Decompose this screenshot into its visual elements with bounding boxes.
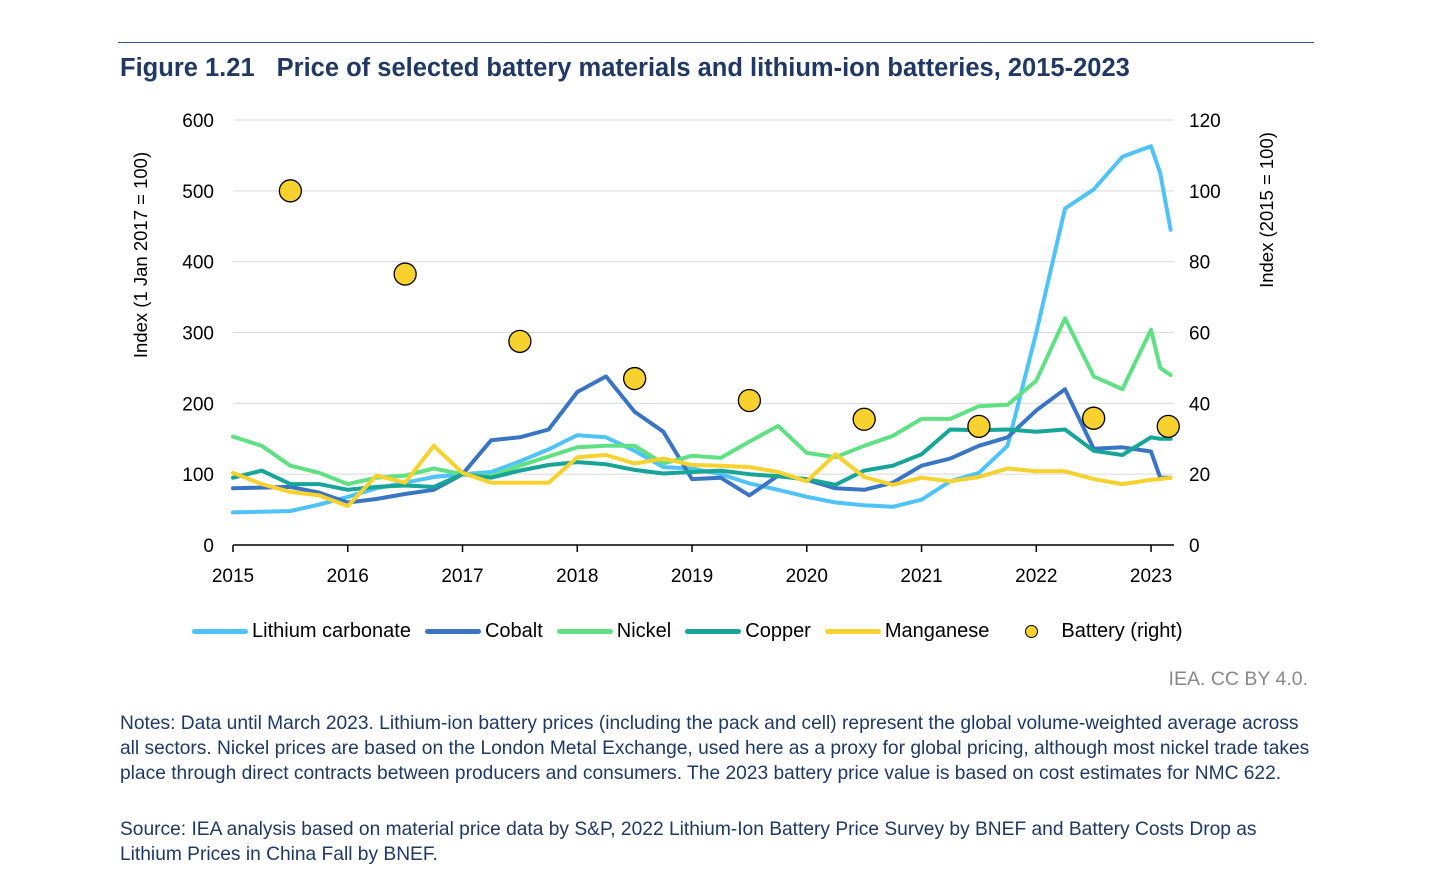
legend-swatch-nickel <box>556 628 613 634</box>
legend-item-lithium: Lithium carbonate <box>192 620 411 643</box>
y-left-tick-600: 600 <box>182 111 214 132</box>
series-lines <box>231 144 1173 515</box>
legend-item-battery: Battery (right) <box>1003 619 1183 643</box>
legend-swatch-manganese <box>824 628 881 634</box>
x-tick-2019: 2019 <box>671 566 713 587</box>
y-right-axis-title: Index (2015 = 100) <box>1256 132 1277 288</box>
axes: 0 100 200 300 400 500 600 0 20 40 60 80 100 120 2015 20… <box>182 111 1220 587</box>
battery-point-5 <box>852 407 876 431</box>
y-right-tick-40: 40 <box>1189 394 1210 415</box>
x-tick-2022: 2022 <box>1015 566 1057 587</box>
battery-point-1 <box>393 262 417 286</box>
legend-swatch-lithium <box>192 628 248 634</box>
legend-item-manganese: Manganese <box>824 619 990 643</box>
figure-title-text: Price of selected battery materials and … <box>276 54 1130 82</box>
y-left-tick-0: 0 <box>203 536 214 557</box>
series-line-manganese <box>231 443 1173 508</box>
credit-text: IEA. CC BY 4.0. <box>1168 668 1308 690</box>
source-text: Source: IEA analysis based on material p… <box>120 819 1257 865</box>
legend-swatch-copper <box>685 628 742 634</box>
y-right-tick-80: 80 <box>1189 253 1210 274</box>
legend-swatch-cobalt <box>424 628 481 634</box>
legend-label-lithium: Lithium carbonate <box>252 619 411 642</box>
legend-label-copper: Copper <box>745 619 811 642</box>
y-right-tick-120: 120 <box>1189 111 1221 132</box>
notes-text: Notes: Data until March 2023. Lithium-io… <box>120 713 1310 784</box>
y-right-tick-100: 100 <box>1189 182 1221 203</box>
battery-point-2 <box>508 329 532 354</box>
battery-point-6 <box>967 414 991 439</box>
y-right-tick-60: 60 <box>1189 324 1210 345</box>
legend-item-copper: Copper <box>685 620 811 643</box>
legend-swatch-battery <box>1025 624 1039 638</box>
y-left-tick-200: 200 <box>182 394 214 415</box>
x-tick-2018: 2018 <box>556 566 598 587</box>
battery-point-7 <box>1082 406 1106 430</box>
y-left-tick-300: 300 <box>182 324 214 345</box>
series-line-copper <box>231 427 1173 492</box>
gridlines <box>233 119 1174 475</box>
y-left-tick-400: 400 <box>182 253 214 274</box>
y-right-tick-20: 20 <box>1189 465 1210 486</box>
battery-point-8 <box>1156 414 1180 439</box>
legend-label-battery: Battery (right) <box>1061 619 1183 642</box>
series-line-nickel <box>231 316 1173 487</box>
legend-label-nickel: Nickel <box>616 619 672 642</box>
y-left-tick-100: 100 <box>182 465 214 486</box>
y-left-tick-500: 500 <box>182 182 214 203</box>
battery-point-3 <box>622 366 647 391</box>
chart-area: 0 100 200 300 400 500 600 0 20 40 60 80 100 120 2015 20… <box>130 111 1277 587</box>
battery-point-0 <box>278 179 303 203</box>
x-tick-2020: 2020 <box>786 566 828 587</box>
legend-item-cobalt: Cobalt <box>424 619 543 643</box>
legend: Lithium carbonate Cobalt Nickel Copper M… <box>192 618 1197 644</box>
legend-item-nickel: Nickel <box>556 619 672 643</box>
legend-label-cobalt: Cobalt <box>484 619 543 642</box>
series-line-cobalt <box>231 374 1173 505</box>
y-left-axis-title: Index (1 Jan 2017 = 100) <box>130 152 151 358</box>
x-tick-2016: 2016 <box>327 566 369 587</box>
battery-point-4 <box>737 388 762 413</box>
figure-title: Figure 1.21 Price of selected battery mat… <box>120 54 1130 83</box>
x-tick-2015: 2015 <box>212 566 254 587</box>
figure-number: Figure 1.21 <box>120 54 255 82</box>
x-tick-2021: 2021 <box>900 566 942 587</box>
top-rule <box>118 42 1314 43</box>
legend-label-manganese: Manganese <box>884 619 990 642</box>
x-tick-2017: 2017 <box>441 566 483 587</box>
y-right-tick-0: 0 <box>1189 536 1200 557</box>
x-tick-2023: 2023 <box>1130 566 1172 587</box>
battery-markers <box>278 179 1180 439</box>
